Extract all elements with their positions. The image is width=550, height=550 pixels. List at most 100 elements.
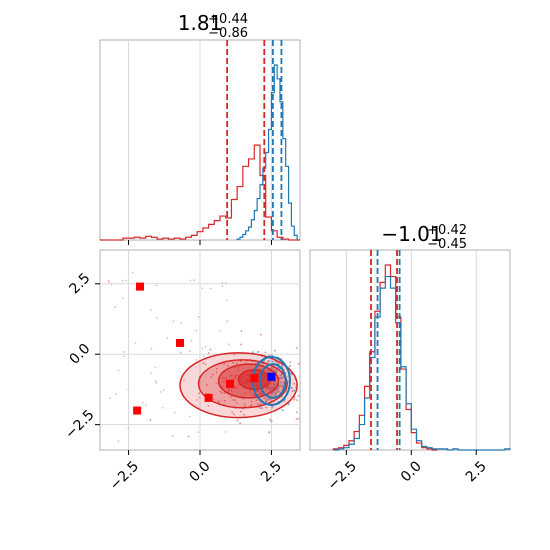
sample-point-red: [210, 376, 212, 378]
sample-point-red: [162, 389, 165, 391]
sample-point-red: [209, 348, 212, 351]
x-tick-label: 2.5: [463, 458, 490, 485]
sample-point-red: [218, 329, 221, 332]
sample-point-red: [198, 392, 200, 395]
sample-point-blue: [278, 384, 282, 387]
grid: [128, 40, 272, 245]
sample-point-red: [223, 399, 226, 402]
sample-point-red: [190, 339, 193, 342]
sample-point-red: [187, 435, 190, 438]
sample-point-red: [207, 352, 210, 354]
density-contours: [179, 352, 298, 419]
sample-point-red: [227, 388, 230, 391]
sample-point-blue: [280, 376, 284, 379]
histogram-step-1: [236, 64, 298, 240]
sample-point-red: [205, 383, 208, 386]
sample-point-red: [131, 271, 134, 274]
sample-point-red: [230, 374, 233, 377]
sample-point-red: [209, 287, 212, 290]
sample-point-blue: [268, 360, 271, 363]
sample-point-blue: [281, 365, 284, 368]
sample-point-blue: [271, 405, 274, 409]
blue-contour-1: [259, 363, 287, 399]
sample-point-red: [269, 418, 272, 421]
sample-point-red: [226, 299, 229, 302]
sample-point-blue: [265, 398, 269, 401]
sample-point-red: [161, 406, 164, 409]
sample-point-red: [239, 422, 241, 425]
sample-point-red: [240, 343, 242, 346]
x-tick-label: 0.0: [187, 458, 214, 485]
sample-point-red: [134, 342, 137, 344]
quantile-lines: [226, 40, 283, 240]
sample-point-red: [212, 398, 215, 401]
sample-point-red: [234, 385, 236, 388]
sample-point-blue: [257, 389, 260, 392]
sample-point-red: [115, 392, 118, 395]
sample-point-red: [171, 434, 174, 437]
sample-point-red: [235, 362, 238, 365]
panel-title-x2: −1.01: [381, 222, 442, 246]
sample-point-red: [240, 410, 242, 413]
sample-point-blue: [290, 386, 293, 390]
sample-point-red: [172, 320, 175, 323]
sample-point-red: [236, 419, 239, 422]
sample-point-red: [297, 362, 300, 365]
sample-point-red: [121, 297, 124, 300]
sample-point-red: [235, 387, 238, 389]
sample-point-red: [282, 381, 285, 384]
red-marker-2: [133, 406, 142, 415]
sample-point-red: [183, 379, 185, 382]
sample-point-blue: [255, 389, 258, 393]
title-minus-x2: −0.45: [427, 237, 467, 252]
y-tick-label: 2.5: [66, 270, 93, 297]
sample-point-red: [295, 411, 298, 414]
sample-point-red: [223, 363, 226, 365]
sample-point-red: [226, 364, 229, 367]
sample-point-red: [258, 393, 261, 396]
sample-point-red: [154, 366, 157, 369]
sample-point-red: [237, 385, 240, 387]
sample-point-red: [188, 415, 191, 418]
sample-point-red: [237, 369, 240, 372]
sample-point-blue: [279, 381, 282, 384]
sample-point-red: [150, 309, 152, 312]
red-marker-3: [204, 393, 213, 402]
sample-point-red: [201, 287, 204, 290]
sample-point-red: [141, 401, 144, 404]
title-minus-x1: −0.86: [208, 26, 248, 41]
sample-point-red: [243, 403, 246, 406]
sample-point-red: [107, 279, 110, 282]
sample-point-red: [195, 358, 198, 361]
sample-point-red: [221, 386, 224, 389]
sample-point-red: [252, 393, 255, 396]
sample-point-red: [220, 391, 223, 394]
sample-point-red: [197, 431, 200, 434]
sample-point-blue: [281, 384, 284, 388]
sample-point-red: [127, 388, 130, 391]
sample-point-red: [204, 345, 207, 348]
sample-point-red: [224, 282, 227, 284]
sample-point-red: [248, 390, 251, 393]
sample-point-blue: [268, 431, 271, 434]
sample-point-red: [250, 400, 253, 403]
sample-point-red: [179, 351, 182, 354]
sample-point-red: [221, 285, 224, 287]
sample-point-red: [216, 367, 218, 370]
sample-point-red: [265, 406, 267, 409]
sample-point-red: [297, 394, 300, 397]
red-marker-5: [250, 374, 259, 383]
sample-point-red: [218, 390, 221, 393]
x-tick-label: −2.5: [107, 458, 142, 493]
sample-point-red: [293, 382, 296, 385]
sample-point-red: [202, 355, 205, 357]
sample-point-red: [123, 351, 126, 353]
sample-point-blue: [260, 393, 263, 396]
sample-point-red: [180, 321, 183, 324]
sample-point-red: [234, 366, 237, 369]
sample-point-red: [234, 376, 237, 379]
axes-frame: [309, 249, 511, 451]
sample-point-red: [150, 347, 153, 350]
sample-point-red: [196, 399, 198, 401]
sample-point-red: [154, 380, 157, 383]
